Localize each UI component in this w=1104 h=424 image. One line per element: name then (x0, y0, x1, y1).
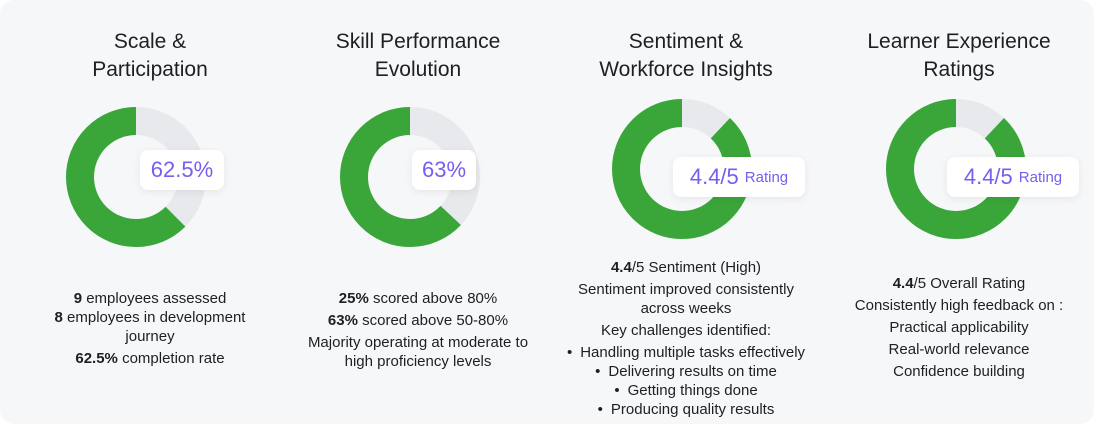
title-line: Skill Performance (335, 30, 501, 53)
challenge-item: Producing quality results (551, 400, 821, 419)
donut-arc (340, 107, 480, 247)
column-title: Sentiment & Workforce Insights (551, 28, 821, 84)
title-line: Sentiment & (628, 30, 744, 53)
detail-line: Key challenges identified: (600, 322, 772, 339)
detail-line: 62.5% completion rate (75, 350, 225, 367)
column-title: Scale & Participation (35, 28, 265, 84)
detail-line: across weeks (640, 300, 732, 317)
detail-line: 63% scored above 50-80% (327, 312, 509, 329)
badge-value: 4.4/5 (963, 164, 1013, 189)
column-details: 9 employees assessed 8 employees in deve… (35, 289, 265, 368)
challenge-item: Getting things done (551, 381, 821, 400)
skill-performance-column: Skill Performance Evolution 63% 25% scor… (283, 0, 553, 424)
sentiment-rating-badge: 4.4/5 Rating (673, 157, 805, 197)
detail-line: 8 employees in development (54, 309, 246, 326)
detail-line: Sentiment improved consistently (578, 281, 794, 298)
title-line: Participation (92, 58, 208, 81)
title-line: Ratings (923, 58, 995, 81)
challenge-item: Handling multiple tasks effectively (551, 343, 821, 362)
donut-arc (66, 107, 206, 247)
detail-line: Confidence building (893, 363, 1025, 380)
detail-line: 25% scored above 80% (338, 290, 498, 307)
detail-line: high proficiency levels (344, 353, 492, 370)
title-line: Learner Experience (867, 30, 1051, 53)
column-title: Learner Experience Ratings (824, 28, 1094, 84)
title-line: Scale & (113, 30, 187, 53)
badge-value: 63% (421, 157, 467, 182)
title-line: Evolution (374, 58, 462, 81)
learner-rating-badge: 4.4/5 Rating (947, 157, 1079, 197)
learner-experience-column: Learner Experience Ratings 4.4/5 Rating … (824, 0, 1094, 424)
detail-line: 9 employees assessed (73, 290, 227, 307)
badge-value: 4.4/5 (689, 164, 739, 189)
column-details: 25% scored above 80% 63% scored above 50… (283, 289, 553, 371)
badge-unit: Rating (1018, 168, 1063, 186)
scale-participation-column: Scale & Participation 62.5% 9 employees … (35, 0, 265, 424)
column-details: 4.4/5 Sentiment (High) Sentiment improve… (551, 258, 821, 419)
proficiency-badge: 63% (412, 150, 476, 190)
challenge-item: Delivering results on time (551, 362, 821, 381)
detail-line: 4.4/5 Sentiment (High) (610, 259, 762, 276)
detail-line: 4.4/5 Overall Rating (892, 275, 1026, 292)
detail-line: Majority operating at moderate to (307, 334, 529, 351)
completion-badge: 62.5% (140, 150, 224, 190)
detail-line: Consistently high feedback on : (854, 297, 1064, 314)
detail-line: Practical applicability (889, 319, 1029, 336)
sentiment-column: Sentiment & Workforce Insights 4.4/5 Rat… (551, 0, 821, 424)
column-details: 4.4/5 Overall Rating Consistently high f… (824, 274, 1094, 381)
title-line: Workforce Insights (599, 58, 773, 81)
badge-value: 62.5% (150, 157, 214, 182)
detail-line: Real-world relevance (888, 341, 1030, 358)
detail-line: journey (125, 328, 175, 345)
column-title: Skill Performance Evolution (283, 28, 553, 84)
badge-unit: Rating (744, 168, 789, 186)
